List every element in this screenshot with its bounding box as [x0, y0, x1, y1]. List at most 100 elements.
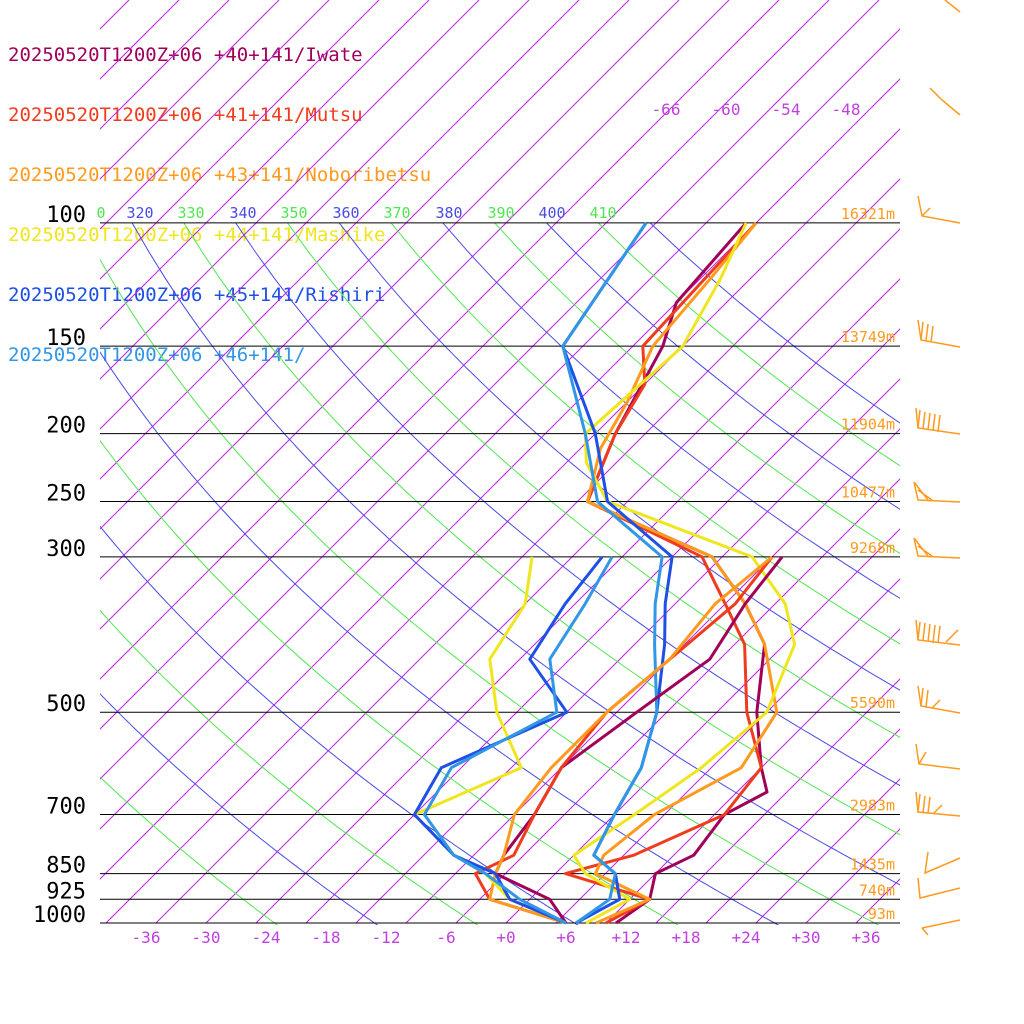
- legend-entry-46n: 20250520T1200Z+06 +46+141/: [8, 344, 306, 366]
- dry-adiabat-line: [100, 258, 880, 925]
- temperature-tick-label: +12: [612, 928, 641, 947]
- theta-label: 370: [383, 204, 410, 222]
- isotherm-line: [805, 828, 900, 924]
- wind-barb: [915, 743, 961, 770]
- isotherm-line: [505, 528, 900, 924]
- isotherm-line: [0, 0, 29, 923]
- dry-adiabat-line: [494, 222, 900, 555]
- dry-adiabat-line: [100, 525, 579, 925]
- height-label: 10477m: [841, 483, 895, 501]
- isotherm-line: [100, 0, 180, 80]
- isotherm-line: [355, 378, 900, 924]
- pressure-label: 925: [46, 879, 86, 904]
- wind-barb: [913, 537, 961, 559]
- upper-isotherm-label: -60: [712, 100, 741, 119]
- isotherm-line: [655, 678, 900, 924]
- dry-adiabat-line: [100, 351, 780, 925]
- isotherm-line: [100, 0, 630, 530]
- temperature-tick-label: +0: [496, 928, 515, 947]
- isotherm-line: [956, 0, 1024, 923]
- isotherm-line: [100, 0, 680, 580]
- isotherm-line: [100, 28, 900, 830]
- wind-barb: [915, 407, 961, 435]
- theta-label: 410: [589, 204, 616, 222]
- wind-barb: [917, 877, 961, 899]
- temperature-profile-line: [586, 221, 769, 925]
- dry-adiabat-line: [597, 222, 900, 467]
- wind-barb: [929, 87, 961, 116]
- theta-label: 350: [280, 204, 307, 222]
- dewpoint-profile-line: [473, 555, 774, 925]
- isotherm-line: [100, 0, 280, 180]
- temperature-tick-label: +30: [792, 928, 821, 947]
- dewpoint-profile-line: [422, 556, 614, 925]
- isotherm-line: [205, 228, 900, 924]
- isotherm-line: [100, 0, 530, 430]
- temperature-profile-line: [561, 222, 664, 925]
- temperature-tick-label: -18: [312, 928, 341, 947]
- temperature-tick-label: -30: [192, 928, 221, 947]
- dry-adiabat-line: [287, 222, 900, 738]
- dry-adiabat-line: [100, 609, 479, 925]
- upper-isotherm-label: -66: [652, 100, 681, 119]
- dry-adiabat-line: [649, 222, 900, 424]
- dry-adiabat-line: [100, 439, 679, 925]
- isotherm-line: [105, 128, 900, 924]
- isotherm-line: [100, 0, 430, 330]
- theta-label: 330: [177, 204, 204, 222]
- isotherm-line: [100, 0, 730, 630]
- pressure-label: 1000: [33, 903, 86, 928]
- legend-entry-rishiri: 20250520T1200Z+06 +45+141/Rishiri: [8, 284, 386, 306]
- isotherm-line: [100, 0, 830, 730]
- pressure-label: 250: [46, 481, 86, 506]
- dry-adiabat-line: [390, 222, 900, 645]
- pressure-label: 500: [46, 692, 86, 717]
- theta-label: 360: [332, 204, 359, 222]
- temperature-tick-label: -36: [132, 928, 161, 947]
- theta-label: 340: [229, 204, 256, 222]
- isotherm-line: [100, 0, 780, 680]
- wind-barb: [913, 481, 961, 503]
- temperature-tick-label: +36: [852, 928, 881, 947]
- isotherm-line: [100, 78, 900, 880]
- temperature-profile-line: [572, 222, 797, 925]
- height-label: 13749m: [841, 328, 895, 346]
- legend: 20250520T1200Z+06 +40+141/Iwate 20250520…: [8, 5, 431, 385]
- legend-entry-mutsu: 20250520T1200Z+06 +41+141/Mutsu: [8, 104, 363, 126]
- isotherm-line: [1006, 0, 1024, 923]
- isotherm-line: [0, 0, 79, 923]
- isotherm-line: [555, 578, 900, 924]
- wind-barb: [917, 685, 961, 714]
- pressure-label: 200: [46, 414, 86, 439]
- height-label: 9268m: [850, 539, 895, 557]
- temperature-tick-label: +6: [556, 928, 575, 947]
- upper-isotherm-label: -48: [832, 100, 861, 119]
- dry-adiabat-line: [100, 693, 379, 925]
- height-label: 2983m: [850, 797, 895, 815]
- pressure-label: 150: [46, 326, 86, 351]
- isotherm-line: [100, 0, 480, 380]
- height-label: 5590m: [850, 694, 895, 712]
- dewpoint-profile-line: [488, 555, 774, 925]
- legend-entry-mashike: 20250520T1200Z+06 +44+141/Mashike: [8, 224, 386, 246]
- temperature-tick-label: -12: [372, 928, 401, 947]
- wind-barb: [924, 851, 961, 875]
- isotherm-line: [405, 428, 900, 924]
- wind-barb: [915, 619, 961, 646]
- theta-label: 400: [538, 204, 565, 222]
- isotherm-line: [100, 0, 880, 780]
- dry-adiabat-line: [442, 222, 900, 599]
- height-label: 740m: [859, 881, 895, 899]
- temperature-tick-label: -6: [436, 928, 455, 947]
- isotherm-line: [100, 0, 580, 480]
- pressure-label: 100: [46, 203, 86, 228]
- legend-entry-iwate: 20250520T1200Z+06 +40+141/Iwate: [8, 44, 363, 66]
- isotherm-line: [100, 0, 330, 230]
- isotherm-line: [255, 278, 900, 924]
- wind-barb: [917, 195, 961, 224]
- temperature-tick-label: +24: [732, 928, 761, 947]
- dewpoint-profile-line: [412, 556, 567, 925]
- legend-entry-noboribetsu: 20250520T1200Z+06 +43+141/Noboribetsu: [8, 164, 432, 186]
- pressure-label: 300: [46, 537, 86, 562]
